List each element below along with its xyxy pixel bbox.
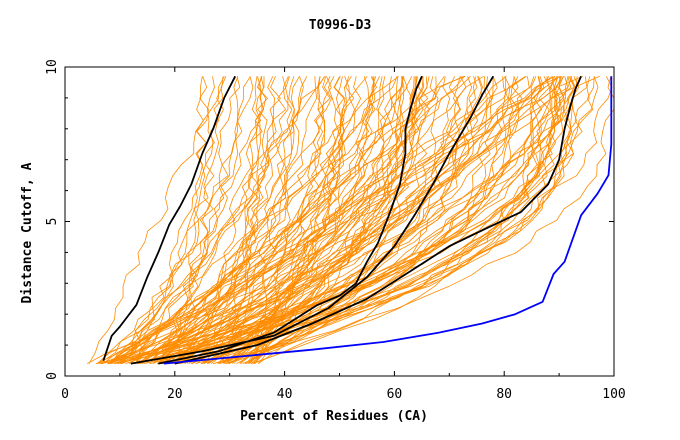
background-model-line <box>184 76 578 364</box>
x-tick-label: 40 <box>277 387 293 402</box>
highlighted-model-lines <box>102 75 613 365</box>
background-model-line <box>109 76 239 364</box>
background-model-line <box>95 76 562 364</box>
background-model-line <box>129 76 325 364</box>
background-model-line <box>146 76 295 364</box>
background-model-line <box>109 75 466 364</box>
background-model-line <box>175 76 403 364</box>
background-model-line <box>131 76 576 364</box>
background-model-line <box>153 76 215 364</box>
background-model-line <box>158 75 399 364</box>
y-axis-title: Distance Cutoff, A <box>20 162 35 303</box>
background-model-line <box>119 76 209 364</box>
background-model-line <box>137 76 300 364</box>
background-model-line <box>191 76 575 364</box>
background-model-line <box>108 76 599 364</box>
y-tick-label: 0 <box>45 372 60 380</box>
y-tick-label: 10 <box>45 59 60 75</box>
background-model-line <box>152 76 380 364</box>
x-tick-label: 80 <box>496 387 512 402</box>
background-model-line <box>203 76 590 364</box>
background-model-line <box>251 76 543 364</box>
background-model-line <box>168 75 464 364</box>
background-model-line <box>217 76 304 364</box>
background-model-line <box>162 76 251 364</box>
background-model-line <box>172 76 318 364</box>
chart-title: T0996-D3 <box>309 18 372 33</box>
background-model-line <box>109 76 530 364</box>
highlighted-model-line <box>102 75 237 361</box>
background-model-line <box>121 76 371 364</box>
background-model-line <box>169 76 494 364</box>
background-model-line <box>234 76 375 364</box>
background-model-line <box>253 76 565 364</box>
background-model-line <box>204 76 281 364</box>
background-model-line <box>245 76 545 364</box>
background-model-line <box>109 76 573 364</box>
x-axis-title: Percent of Residues (CA) <box>240 409 428 424</box>
background-model-line <box>171 76 394 364</box>
background-model-line <box>258 76 387 364</box>
background-model-line <box>242 76 509 364</box>
background-model-line <box>168 76 377 364</box>
background-model-line <box>217 76 431 364</box>
background-model-line <box>99 76 580 364</box>
background-model-line <box>257 76 418 364</box>
background-model-line <box>239 76 437 364</box>
background-model-line <box>134 76 478 364</box>
background-model-line <box>160 76 400 364</box>
background-model-line <box>107 75 553 364</box>
background-model-line <box>101 76 507 364</box>
background-model-line <box>225 76 562 364</box>
background-model-line <box>179 76 562 364</box>
background-model-line <box>128 75 561 364</box>
x-tick-label: 100 <box>602 387 625 402</box>
x-tick-label: 60 <box>387 387 403 402</box>
background-model-line <box>157 76 451 364</box>
background-model-line <box>190 76 429 364</box>
x-tick-label: 0 <box>61 387 69 402</box>
background-model-line <box>97 76 265 364</box>
background-model-line <box>96 76 362 364</box>
background-model-line <box>188 76 462 364</box>
background-model-line <box>158 76 424 364</box>
background-model-line <box>119 76 224 364</box>
background-model-line <box>160 76 595 364</box>
background-model-line <box>166 76 573 364</box>
background-model-line <box>88 76 225 364</box>
highlighted-model-line <box>174 75 582 365</box>
background-model-line <box>180 76 269 364</box>
background-model-line <box>212 76 615 364</box>
background-model-line <box>153 75 527 364</box>
background-model-line <box>97 75 507 364</box>
background-model-lines <box>87 75 615 364</box>
background-model-line <box>250 76 569 364</box>
highlighted-model-line <box>158 75 423 365</box>
background-model-line <box>254 76 386 364</box>
background-model-line <box>222 76 261 364</box>
background-model-line <box>228 76 488 364</box>
background-model-line <box>247 76 345 364</box>
background-model-line <box>107 76 276 364</box>
background-model-line <box>180 76 403 364</box>
axis-ticks: 0 20 40 60 80 100 0 5 10 <box>45 59 626 402</box>
background-model-line <box>206 76 376 364</box>
highlighted-model-line <box>130 75 494 365</box>
x-tick-label: 20 <box>167 387 183 402</box>
y-tick-label: 5 <box>45 218 60 226</box>
background-model-line <box>157 76 308 364</box>
background-model-line <box>224 76 263 364</box>
background-model-line <box>121 76 563 364</box>
background-model-line <box>160 76 398 364</box>
best-model-line <box>163 76 613 365</box>
